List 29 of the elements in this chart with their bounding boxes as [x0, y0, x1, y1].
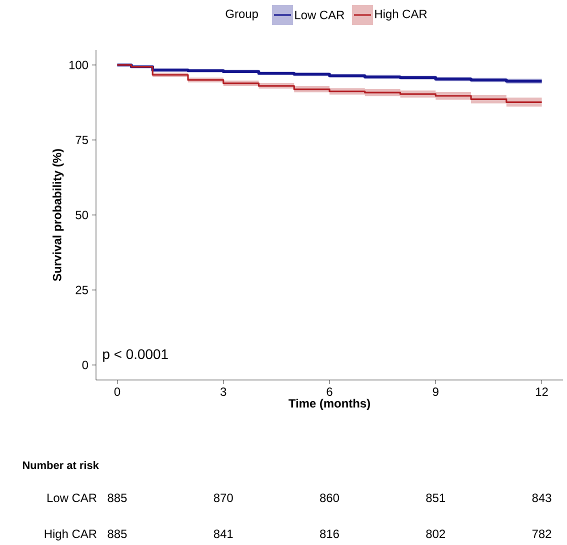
text: 816 [320, 530, 339, 538]
text: 885 [108, 494, 127, 502]
text: 802 [426, 530, 446, 538]
y-tick-label: 25 [76, 286, 88, 294]
legend-label: High CAR [375, 9, 427, 21]
x-axis-title: Time (months) [288, 398, 370, 410]
x-tick-label: 3 [220, 388, 226, 396]
y-tick-label: 75 [76, 136, 88, 144]
legend-title: Group [226, 10, 258, 20]
x-tick-label: 9 [432, 388, 438, 396]
y-tick-label: 100 [69, 60, 88, 70]
text: 870 [214, 494, 233, 502]
text: 851 [426, 494, 446, 502]
x-tick-label: 12 [536, 388, 548, 396]
text: 885 [108, 530, 127, 538]
text: 860 [320, 494, 340, 502]
text: Number at risk [22, 461, 99, 470]
x-tick-label: 6 [326, 388, 332, 396]
y-tick-label: 0 [82, 360, 88, 370]
text: 841 [214, 530, 233, 538]
text: Low CAR [48, 494, 96, 502]
x-tick-label: 0 [114, 388, 120, 396]
text: 782 [532, 530, 552, 538]
text: High CAR [44, 529, 96, 540]
y-axis-title: Survival probability (%) [52, 149, 64, 282]
legend-label: Low CAR [295, 10, 344, 20]
y-tick-label: 50 [76, 210, 88, 220]
annotation: p < 0.0001 [103, 349, 168, 362]
text: 843 [532, 494, 552, 502]
